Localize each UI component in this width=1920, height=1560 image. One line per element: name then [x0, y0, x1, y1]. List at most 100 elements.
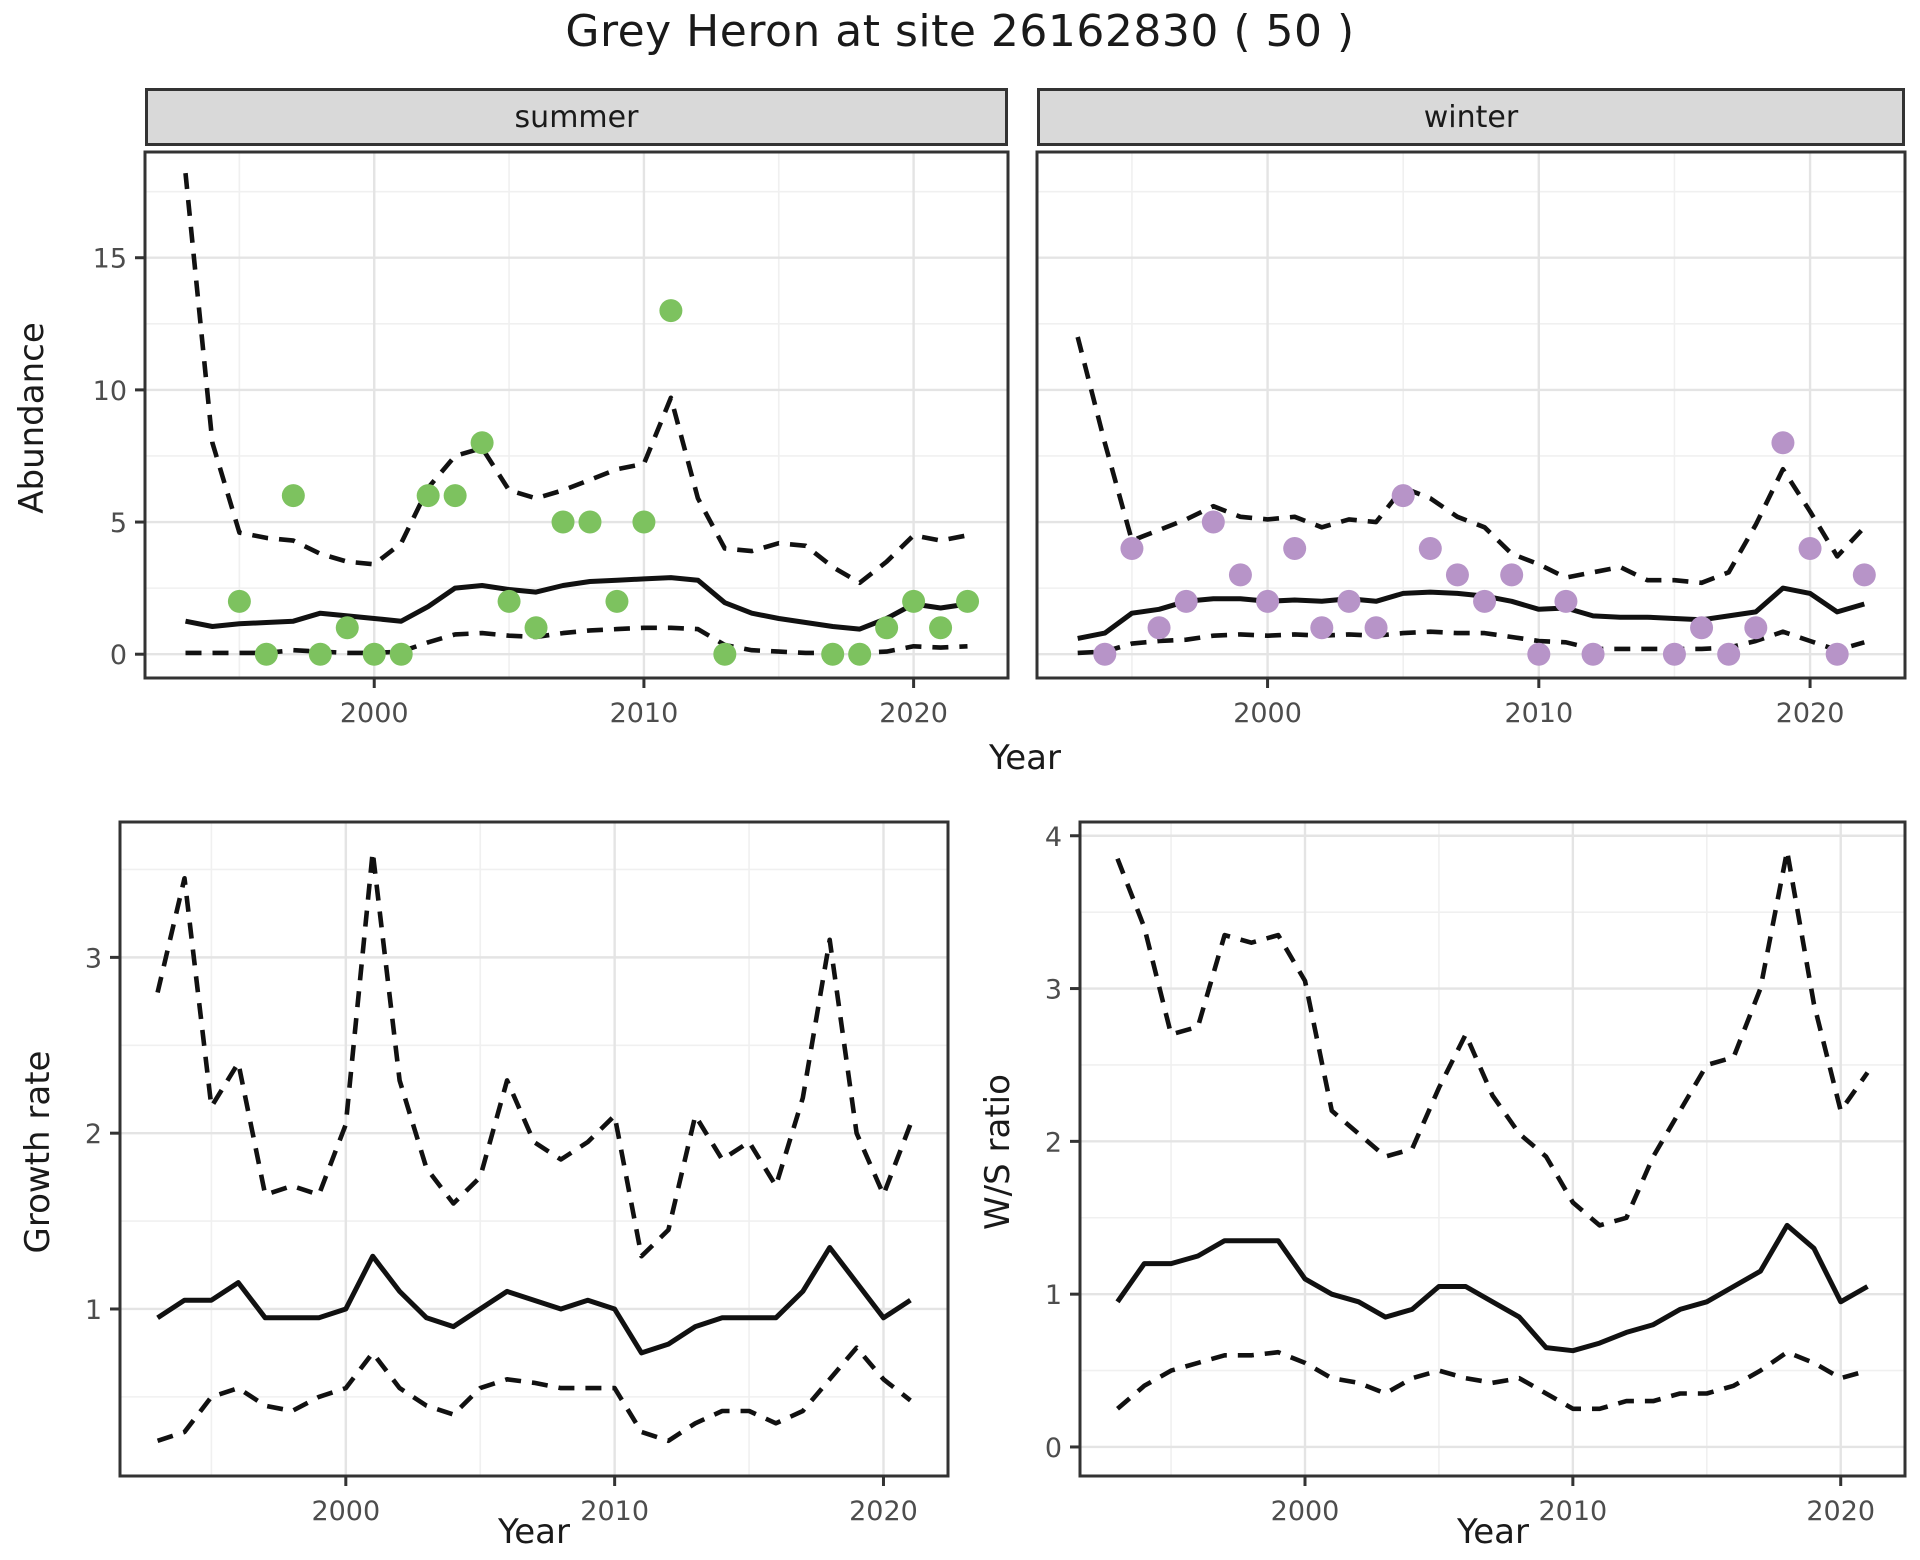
x-tick-label: 2000	[1233, 698, 1302, 729]
data-point-summer	[551, 510, 575, 534]
y-tick-label: 1	[85, 1295, 102, 1326]
x-tick-label: 2020	[849, 1496, 918, 1527]
x-axis-title-year-growth: Year	[498, 1512, 570, 1552]
data-point-summer	[416, 484, 440, 508]
data-point-winter	[1473, 589, 1497, 613]
data-point-summer	[713, 642, 737, 666]
x-tick-label: 2010	[1538, 1496, 1607, 1527]
panel-border-summer	[143, 150, 1010, 680]
x-tick-label: 2020	[1806, 1496, 1875, 1527]
data-point-summer	[659, 299, 683, 323]
y-tick-label: 1	[1045, 1280, 1062, 1311]
data-point-winter	[1445, 563, 1469, 587]
data-point-summer	[497, 589, 521, 613]
data-point-summer	[389, 642, 413, 666]
mean-line-summer	[185, 575, 968, 632]
facet-strip-summer-label: summer	[514, 99, 639, 135]
y-tick-label: 5	[110, 508, 127, 539]
data-point-winter	[1391, 484, 1415, 508]
data-point-summer	[281, 484, 305, 508]
data-point-summer	[524, 616, 548, 640]
panel-background-growth	[120, 822, 948, 1476]
data-point-summer	[362, 642, 386, 666]
y-tick-label: 10	[93, 376, 127, 407]
data-point-summer	[254, 642, 278, 666]
data-point-winter	[1825, 642, 1849, 666]
data-point-winter	[1310, 616, 1334, 640]
data-point-winter	[1554, 589, 1578, 613]
panel-border-winter	[1035, 150, 1907, 680]
data-point-winter	[1852, 563, 1876, 587]
y-tick-label: 3	[85, 943, 102, 974]
x-tick-label: 2000	[340, 698, 409, 729]
data-point-summer	[632, 510, 656, 534]
y-tick-label: 3	[1045, 975, 1062, 1006]
x-axis-title-year-ws: Year	[1457, 1512, 1529, 1552]
panel-background-summer	[145, 152, 1008, 678]
panel-background-ws	[1080, 822, 1905, 1476]
mean-line-ws	[1115, 1222, 1869, 1354]
data-point-winter	[1771, 431, 1795, 455]
data-point-summer	[578, 510, 602, 534]
y-tick-label: 2	[1045, 1127, 1062, 1158]
data-point-winter	[1798, 536, 1822, 560]
data-point-summer	[848, 642, 872, 666]
lower-ci-line-growth	[156, 1345, 912, 1444]
y-tick-label: 0	[1045, 1433, 1062, 1464]
y-tick-label: 4	[1045, 822, 1062, 853]
mean-line-winter	[1077, 585, 1865, 641]
upper-ci-line-winter	[1075, 336, 1866, 586]
lower-ci-line-ws	[1116, 1349, 1869, 1412]
data-point-winter	[1364, 616, 1388, 640]
data-point-summer	[875, 616, 899, 640]
figure-title: Grey Heron at site 26162830 ( 50 )	[565, 6, 1355, 57]
data-point-winter	[1256, 589, 1280, 613]
y-axis-title-growth-rate: Growth rate	[18, 1050, 58, 1254]
data-point-winter	[1662, 642, 1686, 666]
data-point-winter	[1174, 589, 1198, 613]
data-point-winter	[1500, 563, 1524, 587]
x-tick-label: 2010	[610, 698, 679, 729]
facet-strip-winter-label: winter	[1423, 99, 1519, 135]
y-axis-title-abundance: Abundance	[12, 322, 52, 514]
mean-line-growth	[156, 1245, 912, 1356]
panel-background-winter	[1037, 152, 1905, 678]
upper-ci-line-summer	[183, 172, 968, 586]
data-point-summer	[308, 642, 332, 666]
x-tick-label: 2010	[580, 1496, 649, 1527]
y-tick-label: 0	[110, 640, 127, 671]
data-point-winter	[1283, 536, 1307, 560]
x-axis-title-year-top: Year	[989, 738, 1061, 778]
data-point-winter	[1527, 642, 1551, 666]
y-axis-title-ws-ratio: W/S ratio	[978, 1074, 1018, 1230]
data-point-winter	[1147, 616, 1171, 640]
data-point-summer	[335, 616, 359, 640]
facet-strip-winter: winter	[1037, 88, 1905, 146]
x-tick-label: 2020	[1776, 698, 1845, 729]
data-point-summer	[605, 589, 629, 613]
data-point-winter	[1418, 536, 1442, 560]
data-point-winter	[1120, 536, 1144, 560]
facet-strip-summer: summer	[145, 88, 1008, 146]
data-point-winter	[1581, 642, 1605, 666]
x-tick-label: 2020	[879, 698, 948, 729]
data-point-summer	[443, 484, 467, 508]
x-tick-label: 2010	[1504, 698, 1573, 729]
panel-border-growth	[118, 820, 950, 1478]
x-tick-label: 2000	[1271, 1496, 1340, 1527]
y-tick-label: 15	[93, 244, 127, 275]
data-point-winter	[1690, 616, 1714, 640]
data-point-winter	[1228, 563, 1252, 587]
data-point-summer	[470, 431, 494, 455]
data-point-winter	[1744, 616, 1768, 640]
data-point-summer	[956, 589, 980, 613]
data-point-winter	[1717, 642, 1741, 666]
panel-border-ws	[1078, 820, 1907, 1478]
data-point-winter	[1093, 642, 1117, 666]
data-point-winter	[1201, 510, 1225, 534]
data-point-summer	[902, 589, 926, 613]
data-point-summer	[821, 642, 845, 666]
data-point-summer	[227, 589, 251, 613]
upper-ci-line-growth	[155, 849, 913, 1259]
